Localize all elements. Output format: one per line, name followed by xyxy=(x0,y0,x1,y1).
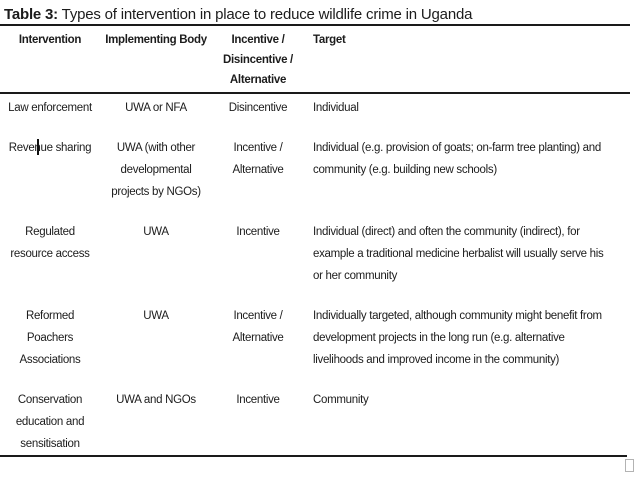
cell-implementing-body: UWA xyxy=(143,226,169,238)
table-caption-label: Table 3: xyxy=(4,6,58,23)
cell-target: Individual (e.g. provision of goats; on-… xyxy=(313,142,601,176)
table-caption-text: Types of intervention in place to reduce… xyxy=(57,6,473,23)
cell-intervention: Revenue sharing xyxy=(8,142,92,154)
cell-implementing-body: UWA and NGOs xyxy=(116,394,196,406)
table-row: Revenue sharing UWA (with other developm… xyxy=(0,137,638,203)
placeholder-box-glyph xyxy=(625,459,634,472)
header-rule xyxy=(0,92,630,94)
cell-implementing-body: UWA or NFA xyxy=(125,102,187,114)
cell-implementing-body: UWA xyxy=(143,310,169,322)
table-row: Conservation education and sensitisation… xyxy=(0,389,638,455)
column-header-intervention: Intervention xyxy=(18,34,82,46)
cell-incentive: Incentive xyxy=(236,226,280,238)
cell-incentive: Incentive xyxy=(236,394,280,406)
cell-target: Community xyxy=(313,394,369,406)
cell-target: Individual xyxy=(313,102,359,114)
cell-incentive: Incentive / Alternative xyxy=(232,310,284,344)
cell-intervention: Regulated resource access xyxy=(10,226,90,260)
table-header-row: Intervention Implementing Body Incentive… xyxy=(0,26,638,92)
table-row: Regulated resource access UWA Incentive … xyxy=(0,221,638,287)
cell-intervention: Conservation education and sensitisation xyxy=(15,394,85,450)
bottom-rule xyxy=(0,455,627,457)
cell-implementing-body: UWA (with other developmental projects b… xyxy=(111,142,201,198)
column-header-target: Target xyxy=(313,34,346,46)
cell-incentive: Incentive / Alternative xyxy=(232,142,284,176)
table-body: Law enforcement UWA or NFA Disincentive … xyxy=(0,94,638,455)
caption-rule xyxy=(0,24,630,26)
table-row: Law enforcement UWA or NFA Disincentive … xyxy=(0,97,638,119)
cell-intervention: Reformed Poachers Associations xyxy=(19,310,81,366)
cell-target: Individual (direct) and often the commun… xyxy=(313,226,604,282)
cell-intervention: Law enforcement xyxy=(8,102,92,114)
cell-incentive: Disincentive xyxy=(228,102,288,114)
column-header-implementing-body: Implementing Body xyxy=(105,34,207,46)
table-caption: Table 3: Types of intervention in place … xyxy=(0,0,638,24)
text-cursor xyxy=(37,139,39,155)
column-header-incentive: Incentive / Disincentive / Alternative xyxy=(223,34,293,86)
cell-target: Individually targeted, although communit… xyxy=(313,310,602,366)
table-row: Reformed Poachers Associations UWA Incen… xyxy=(0,305,638,371)
